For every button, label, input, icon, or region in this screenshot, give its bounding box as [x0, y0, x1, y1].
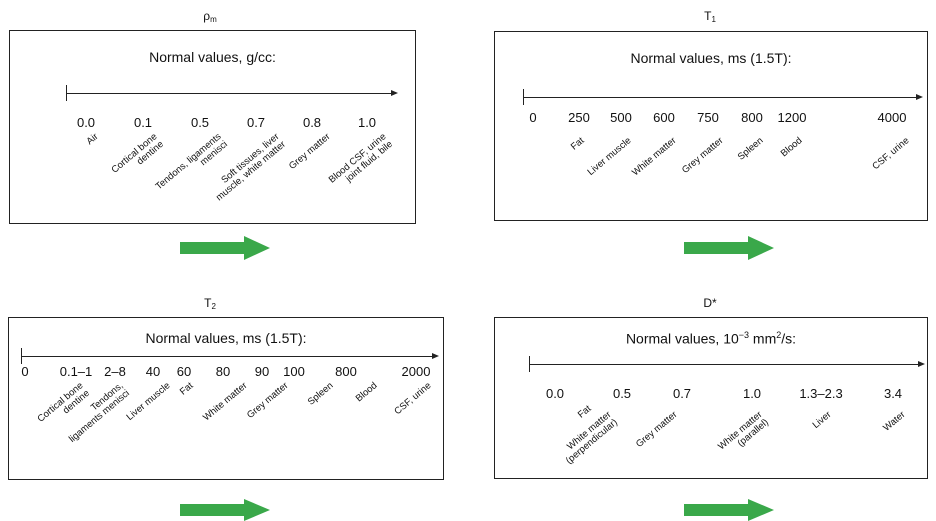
panel-dstar-subtitle: Normal values, 10−3 mm2/s:: [625, 330, 797, 347]
t1-green-arrow-icon: [684, 236, 774, 260]
dstar-green-arrow-icon: [684, 499, 774, 521]
panel-t2-subtitle: Normal values, ms (1.5T):: [145, 330, 307, 346]
panel-t2: Normal values, ms (1.5T): 0 0.1–1 2–8 40…: [8, 317, 444, 480]
tissue-label: White matter (parallel): [716, 409, 771, 453]
panel-rho-subtitle: Normal values, g/cc:: [149, 49, 276, 65]
tissue-label: White matter: [201, 380, 250, 424]
tissue-label: White matter: [630, 135, 679, 179]
panel-t1: Normal values, ms (1.5T): 0 250 500 600 …: [494, 31, 928, 221]
value-label: 1.0: [357, 115, 377, 130]
panel-dstar-axis-start-tick: [529, 356, 530, 372]
panel-dstar-axis: [529, 361, 925, 367]
value-label: 500: [610, 110, 632, 125]
value-label: 0.0: [76, 115, 96, 130]
value-label: 0: [21, 364, 29, 379]
panel-rho: Normal values, g/cc: 0.0 0.1 0.5 0.7 0.8…: [9, 30, 416, 224]
tissue-label: CSF, urine: [870, 135, 912, 173]
tissue-label: White matter (perpendicular): [563, 409, 620, 467]
tissue-label: Air: [84, 131, 101, 148]
tissue-label: Fat: [575, 403, 594, 421]
value-label: 60: [176, 364, 192, 379]
panel-rho-axis-start-tick: [66, 85, 67, 101]
panel-t1-axis: [523, 94, 923, 100]
value-label: 0.8: [302, 115, 322, 130]
value-label: 0.5: [190, 115, 210, 130]
value-label: 750: [697, 110, 719, 125]
tissue-label: Grey matter: [633, 409, 680, 450]
value-label: 4000: [877, 110, 907, 125]
panel-title-t2: T2: [204, 296, 216, 311]
t2-green-arrow-icon: [180, 499, 270, 521]
tissue-label: Liver: [810, 409, 834, 431]
tissue-label: Blood: [778, 135, 805, 160]
panel-t2-axis-start-tick: [21, 348, 22, 364]
value-label: 1.3–2.3: [799, 386, 843, 401]
tissue-label: Liver muscle: [585, 135, 634, 178]
panel-t1-axis-start-tick: [523, 89, 524, 105]
value-label: 2000: [401, 364, 431, 379]
value-label: 90: [254, 364, 270, 379]
tissue-label: Cortical bone dentine: [109, 131, 166, 176]
tissue-label: Water: [881, 409, 908, 434]
value-label: 1.0: [742, 386, 762, 401]
rho-green-arrow-icon: [180, 236, 270, 260]
value-label: 0: [529, 110, 537, 125]
value-label: 80: [215, 364, 231, 379]
value-label: 40: [145, 364, 161, 379]
tissue-label: Grey matter: [244, 380, 291, 421]
tissue-label: Spleen: [735, 135, 766, 163]
tissue-label: Blood: [353, 380, 380, 405]
value-label: 0.1–1: [59, 364, 93, 379]
value-label: 250: [568, 110, 590, 125]
value-label: 800: [335, 364, 357, 379]
panel-dstar: Normal values, 10−3 mm2/s: 0.0 0.5 0.7 1…: [494, 317, 928, 479]
panel-t1-subtitle: Normal values, ms (1.5T):: [630, 50, 792, 66]
panel-title-dstar: D*: [703, 296, 717, 310]
value-label: 0.7: [246, 115, 266, 130]
tissue-label: CSF, urine: [392, 380, 434, 418]
tissue-label: Grey matter: [286, 131, 333, 172]
panel-t2-axis: [21, 353, 439, 359]
value-label: 3.4: [883, 386, 903, 401]
panel-title-t1: T1: [704, 9, 716, 24]
tissue-label: Fat: [177, 380, 196, 398]
value-label: 0.7: [672, 386, 692, 401]
value-label: 2–8: [104, 364, 126, 379]
tissue-label: Grey matter: [679, 135, 726, 176]
tissue-label: Spleen: [305, 380, 336, 408]
value-label: 0.5: [612, 386, 632, 401]
value-label: 1200: [777, 110, 807, 125]
tissue-label: Blood CSF, urine joint fluid, bile: [326, 131, 395, 186]
panel-title-rho: ρm: [203, 9, 217, 24]
tissue-label: Fat: [568, 135, 587, 153]
value-label: 800: [741, 110, 763, 125]
value-label: 0.1: [133, 115, 153, 130]
value-label: 100: [283, 364, 305, 379]
value-label: 600: [653, 110, 675, 125]
value-label: 0.0: [545, 386, 565, 401]
tissue-label: Liver muscle: [124, 380, 173, 423]
panel-rho-axis: [66, 90, 398, 96]
